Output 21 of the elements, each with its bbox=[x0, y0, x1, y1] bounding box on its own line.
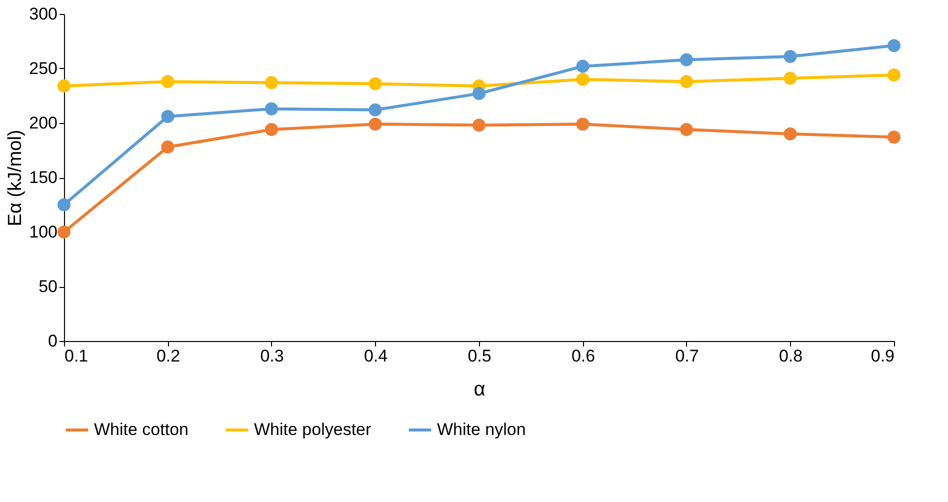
x-tick-label: 0.3 bbox=[260, 346, 284, 366]
x-tick-label: 0.6 bbox=[571, 346, 596, 366]
y-tick-label: 50 bbox=[38, 277, 58, 296]
y-axis-title: Eα (kJ/mol) bbox=[5, 130, 26, 226]
x-tick-label: 0.2 bbox=[156, 346, 180, 366]
legend-label: White cotton bbox=[94, 420, 188, 439]
x-tick-label: 0.8 bbox=[778, 346, 803, 366]
x-tick-label: 0.7 bbox=[675, 346, 699, 366]
x-tick-label: 0.4 bbox=[364, 346, 388, 366]
y-tick-label: 200 bbox=[29, 114, 58, 132]
y-tick-label: 250 bbox=[29, 59, 58, 78]
legend-label: White nylon bbox=[437, 420, 526, 439]
x-axis-title: α bbox=[474, 378, 486, 400]
legend-label: White polyester bbox=[254, 420, 372, 439]
y-tick-label: 100 bbox=[29, 222, 58, 242]
y-tick-label: 300 bbox=[29, 4, 58, 24]
y-tick-label: 150 bbox=[29, 168, 58, 187]
x-tick-label: 0.9 bbox=[870, 346, 894, 366]
y-tick-label: 0 bbox=[48, 332, 58, 350]
x-tick-label: 0.1 bbox=[64, 346, 88, 366]
x-tick-label: 0.5 bbox=[468, 346, 492, 366]
